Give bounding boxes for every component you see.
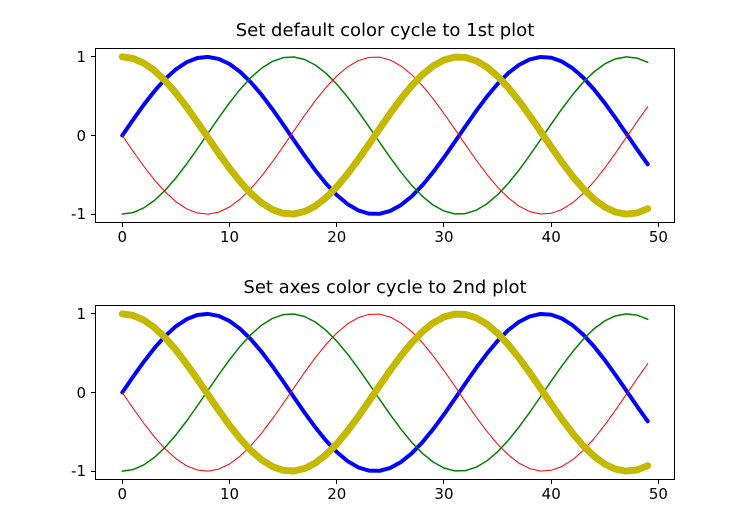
line-series-1 <box>122 314 647 471</box>
subplot-1-title: Set default color cycle to 1st plot <box>95 20 675 41</box>
subplot-2-title: Set axes color cycle to 2nd plot <box>95 277 675 298</box>
subplot-1-lines <box>96 49 674 222</box>
subplot-2-lines <box>96 306 674 479</box>
line-series-2 <box>122 57 647 214</box>
line-series-0 <box>122 57 647 214</box>
subplot-1: Set default color cycle to 1st plot -101… <box>95 48 675 223</box>
figure: Set default color cycle to 1st plot -101… <box>0 0 751 532</box>
line-series-3 <box>122 314 647 471</box>
subplot-2-axes: -10101020304050 <box>95 305 675 480</box>
line-series-1 <box>122 57 647 214</box>
line-series-2 <box>122 314 647 471</box>
line-series-3 <box>122 57 647 214</box>
subplot-2: Set axes color cycle to 2nd plot -101010… <box>95 305 675 480</box>
subplot-1-axes: -10101020304050 <box>95 48 675 223</box>
line-series-0 <box>122 314 647 471</box>
